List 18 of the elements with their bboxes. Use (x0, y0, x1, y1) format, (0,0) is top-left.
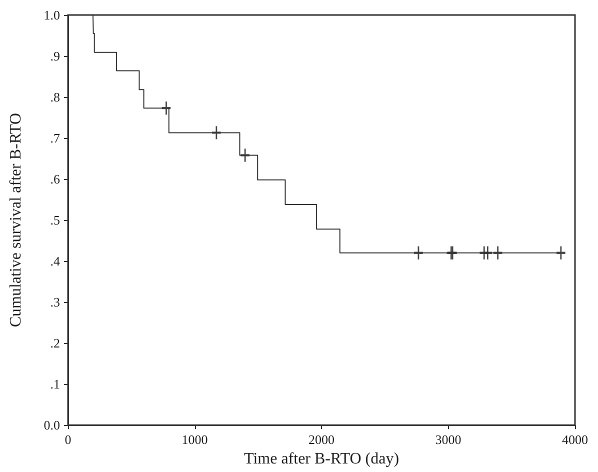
y-tick-label: .1 (50, 376, 60, 392)
x-tick-label: 1000 (182, 432, 208, 448)
x-tick-label: 3000 (435, 432, 462, 448)
y-tick-label: .4 (50, 254, 60, 269)
x-tick-label: 2000 (308, 432, 334, 448)
y-tick-label: .7 (50, 130, 60, 146)
y-tick-label: .5 (50, 212, 60, 228)
x-tick-label: 0 (64, 432, 72, 448)
x-tick-label: 4000 (562, 432, 588, 448)
y-axis-title: Cumulative survival after B-RTO (8, 112, 24, 328)
y-tick-label: .8 (50, 90, 60, 105)
y-tick-label: .6 (50, 172, 60, 187)
y-tick-label: 0.0 (44, 418, 60, 433)
y-tick-label: .3 (50, 294, 60, 310)
y-tick-label: .9 (50, 48, 60, 64)
y-tick-label: 1.0 (44, 8, 60, 22)
x-axis-title: Time after B-RTO (day) (244, 450, 400, 468)
y-tick-label: .2 (50, 336, 60, 351)
